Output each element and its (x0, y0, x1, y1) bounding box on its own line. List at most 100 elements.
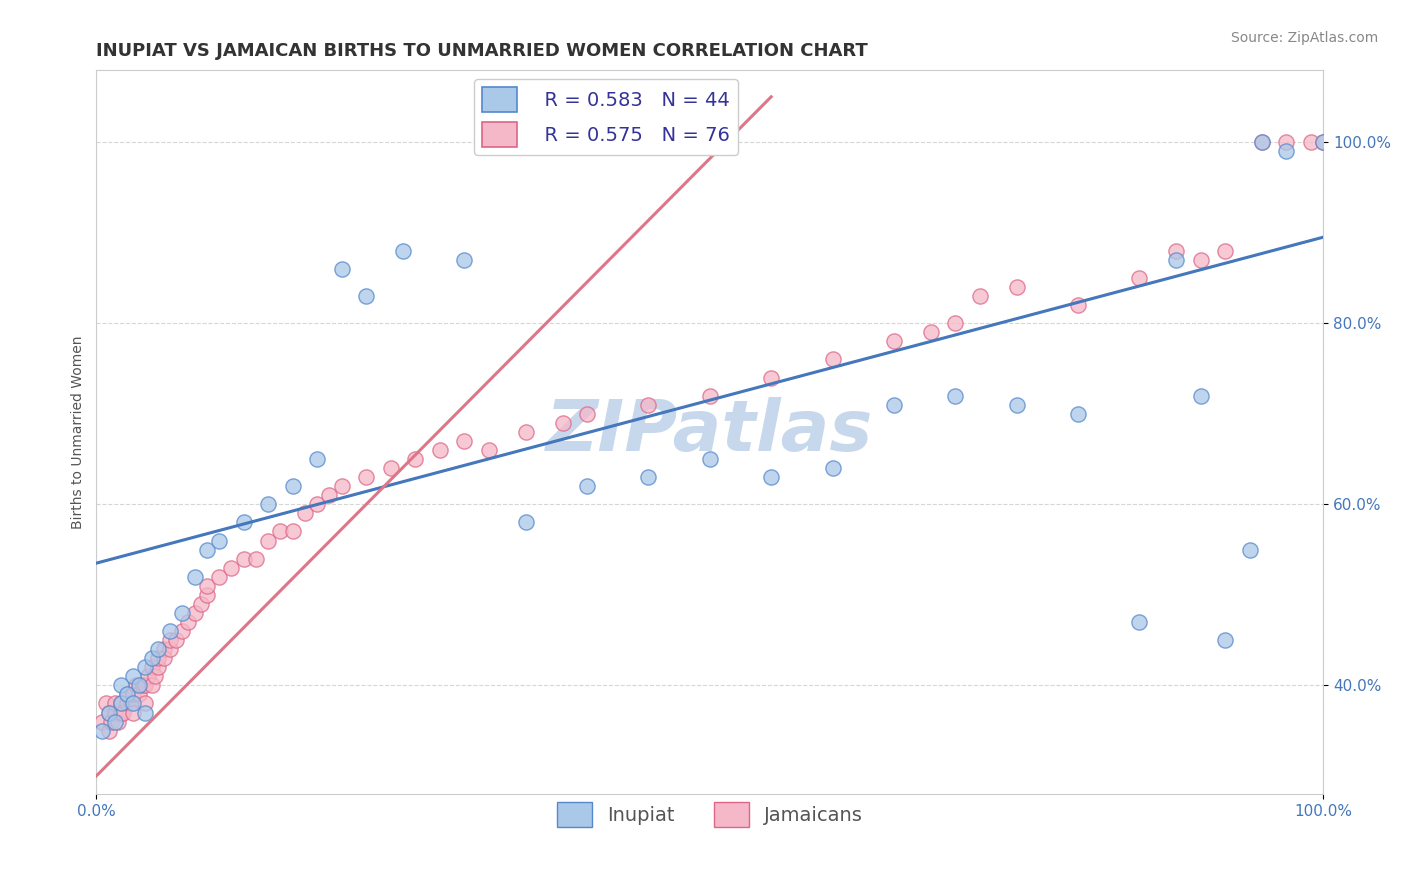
Point (294, 506, 316, 520)
Point (115, 688, 138, 702)
Point (1128, 615, 1150, 629)
Point (153, 651, 176, 665)
Point (115, 688, 138, 702)
Point (91, 714, 114, 729)
Point (883, 398, 905, 412)
Point (1164, 252, 1187, 267)
Point (637, 398, 659, 412)
Point (453, 252, 475, 267)
Point (124, 678, 146, 692)
Point (134, 678, 156, 692)
Point (1067, 407, 1090, 421)
Point (159, 633, 181, 648)
Point (1067, 298, 1090, 312)
Point (165, 633, 187, 648)
Point (307, 452, 329, 467)
Point (115, 697, 138, 711)
Point (221, 560, 243, 574)
Point (172, 606, 194, 620)
Point (107, 714, 129, 729)
Point (104, 706, 127, 720)
Point (821, 461, 844, 475)
Point (97, 706, 120, 720)
Point (1005, 280, 1028, 294)
Point (110, 706, 132, 720)
Point (183, 570, 205, 584)
Point (576, 479, 599, 493)
Point (208, 533, 231, 548)
Point (195, 542, 218, 557)
Point (576, 407, 599, 421)
Text: Source: ZipAtlas.com: Source: ZipAtlas.com (1230, 31, 1378, 45)
Point (1128, 271, 1150, 285)
Point (380, 461, 402, 475)
Point (104, 714, 127, 729)
Point (637, 470, 659, 484)
Point (232, 551, 254, 566)
Point (257, 497, 280, 511)
Point (97, 706, 120, 720)
Point (195, 579, 218, 593)
Point (122, 688, 145, 702)
Point (112, 706, 135, 720)
Point (128, 688, 150, 702)
Text: ZIPatlas: ZIPatlas (546, 397, 873, 467)
Point (100, 714, 122, 729)
Point (172, 624, 194, 638)
Point (159, 642, 181, 657)
Point (159, 624, 181, 638)
Point (281, 479, 304, 493)
Point (1239, 542, 1261, 557)
Point (1189, 252, 1212, 267)
Point (1213, 633, 1236, 648)
Legend: Inupiat, Jamaicans: Inupiat, Jamaicans (548, 795, 870, 835)
Point (110, 678, 132, 692)
Point (1005, 398, 1028, 412)
Point (1312, 135, 1334, 149)
Y-axis label: Births to Unmarried Women: Births to Unmarried Women (72, 335, 86, 529)
Point (146, 660, 169, 674)
Point (759, 470, 782, 484)
Point (969, 289, 991, 303)
Point (699, 452, 721, 467)
Point (883, 334, 905, 349)
Point (146, 651, 169, 665)
Point (943, 316, 966, 330)
Point (759, 370, 782, 384)
Point (356, 289, 378, 303)
Point (134, 697, 156, 711)
Point (96, 697, 118, 711)
Point (122, 697, 145, 711)
Point (1251, 135, 1274, 149)
Point (208, 570, 231, 584)
Point (269, 524, 291, 539)
Point (120, 697, 142, 711)
Point (183, 606, 205, 620)
Point (122, 669, 145, 683)
Point (429, 442, 451, 457)
Point (141, 678, 163, 692)
Point (307, 497, 329, 511)
Point (453, 434, 475, 448)
Point (245, 551, 267, 566)
Point (134, 660, 156, 674)
Point (128, 678, 150, 692)
Point (943, 389, 966, 403)
Point (1275, 135, 1298, 149)
Point (330, 261, 353, 276)
Point (404, 452, 426, 467)
Point (1164, 244, 1187, 258)
Point (110, 697, 132, 711)
Point (392, 244, 415, 258)
Point (122, 706, 145, 720)
Point (1251, 135, 1274, 149)
Point (136, 669, 159, 683)
Point (177, 615, 200, 629)
Point (478, 442, 501, 457)
Point (515, 425, 537, 439)
Point (257, 533, 280, 548)
Point (821, 352, 844, 367)
Point (281, 524, 304, 539)
Point (195, 588, 218, 602)
Point (146, 642, 169, 657)
